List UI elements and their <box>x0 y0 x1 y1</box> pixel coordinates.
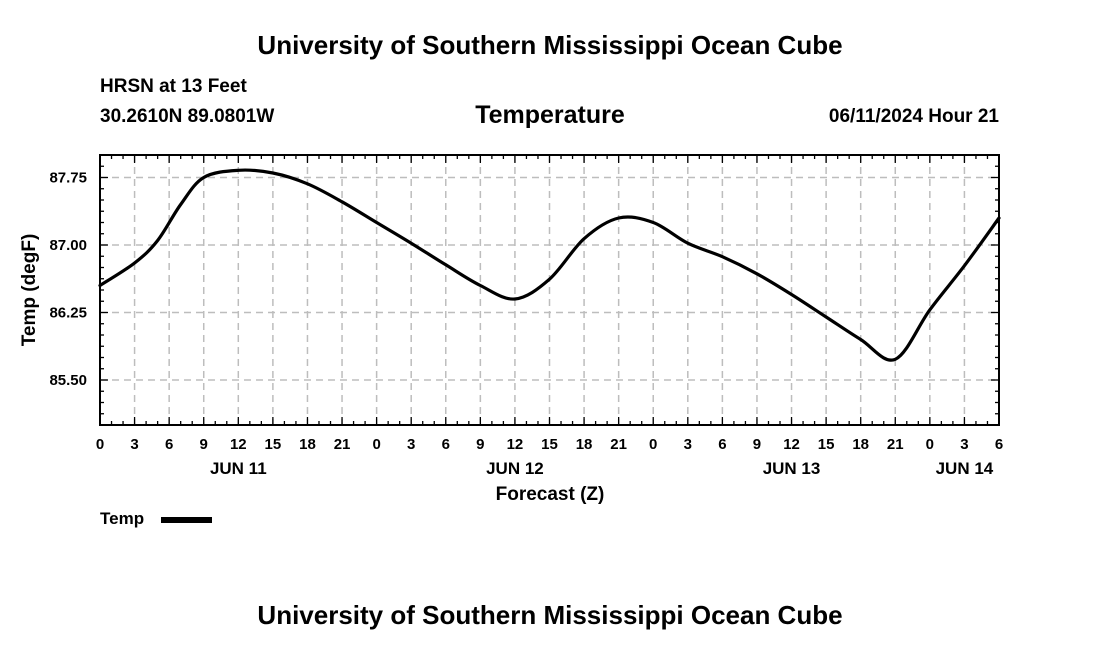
x-tick-label: 9 <box>200 436 208 453</box>
y-tick-label: 85.50 <box>49 372 87 389</box>
y-tick-label: 87.75 <box>49 170 87 187</box>
x-tick-label: 0 <box>926 436 934 453</box>
station-coords: 30.2610N 89.0801W <box>100 106 275 127</box>
x-tick-label: 21 <box>887 436 904 453</box>
x-tick-label: 3 <box>130 436 138 453</box>
date-label: JUN 13 <box>763 459 821 478</box>
x-tick-label: 18 <box>852 436 869 453</box>
issue-time: 06/11/2024 Hour 21 <box>828 106 999 127</box>
bottom-title: University of Southern Mississippi Ocean… <box>257 600 843 630</box>
legend-swatch <box>161 517 212 523</box>
y-tick-label: 87.00 <box>49 237 87 254</box>
x-tick-label: 21 <box>334 436 351 453</box>
x-tick-label: 6 <box>442 436 450 453</box>
y-axis-title: Temp (degF) <box>19 234 40 347</box>
x-tick-label: 0 <box>372 436 380 453</box>
x-tick-label: 15 <box>818 436 835 453</box>
x-tick-label: 12 <box>230 436 247 453</box>
x-tick-label: 15 <box>265 436 282 453</box>
date-label: JUN 11 <box>210 459 267 478</box>
x-axis-title: Forecast (Z) <box>496 484 605 505</box>
x-tick-label: 9 <box>476 436 484 453</box>
x-tick-label: 9 <box>753 436 761 453</box>
x-tick-label: 6 <box>995 436 1003 453</box>
x-tick-label: 18 <box>299 436 316 453</box>
date-label: JUN 14 <box>936 459 994 478</box>
x-tick-label: 0 <box>96 436 104 453</box>
x-tick-label: 21 <box>610 436 627 453</box>
x-tick-label: 12 <box>783 436 800 453</box>
station-label: HRSN at 13 Feet <box>100 76 247 97</box>
x-tick-label: 15 <box>541 436 558 453</box>
x-tick-label: 12 <box>507 436 524 453</box>
x-tick-label: 18 <box>576 436 593 453</box>
series-line-temp <box>98 168 1001 362</box>
x-tick-label: 3 <box>684 436 692 453</box>
x-tick-label: 6 <box>718 436 726 453</box>
x-tick-label: 3 <box>960 436 968 453</box>
variable-title: Temperature <box>475 101 625 129</box>
plot-frame <box>99 154 1000 426</box>
legend-label: Temp <box>100 509 145 528</box>
y-tick-label: 86.25 <box>49 305 87 322</box>
x-tick-label: 3 <box>407 436 415 453</box>
date-label: JUN 12 <box>486 459 544 478</box>
x-tick-label: 0 <box>649 436 657 453</box>
x-tick-label: 6 <box>165 436 173 453</box>
top-title: University of Southern Mississippi Ocean… <box>257 30 843 60</box>
